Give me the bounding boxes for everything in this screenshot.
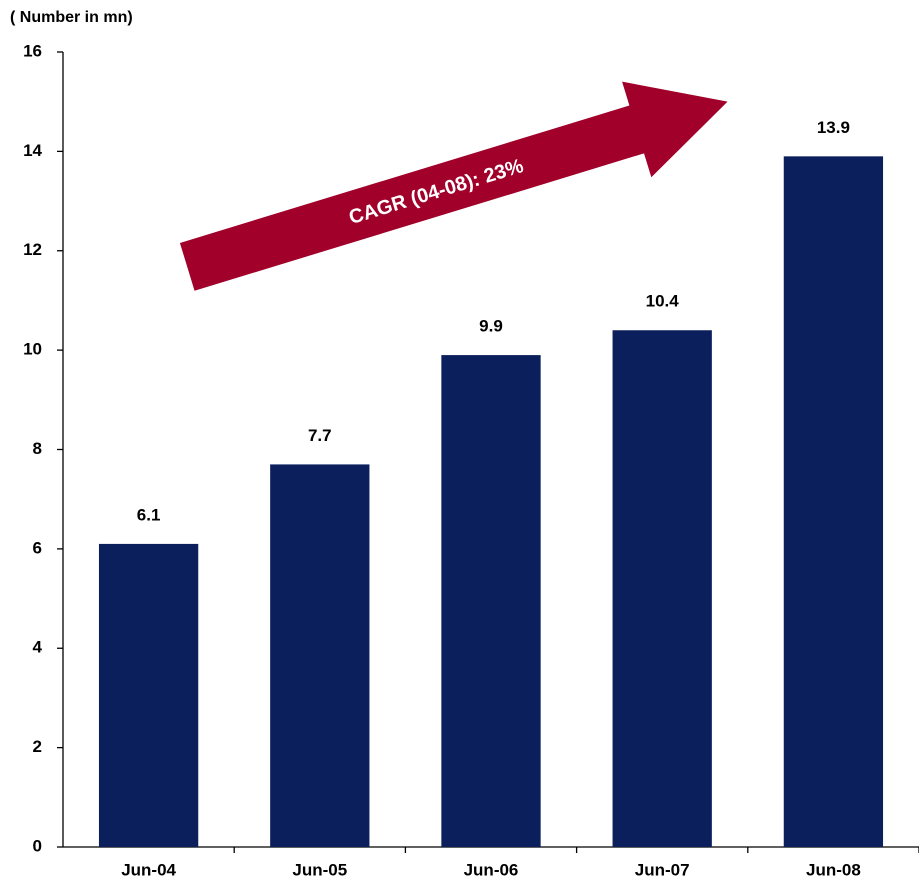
y-tick-label: 2 [33, 737, 42, 756]
x-tick-label: Jun-07 [635, 860, 690, 879]
x-tick-label: Jun-06 [464, 860, 519, 879]
axis-label: ( Number in mn) [10, 9, 133, 26]
y-tick-label: 6 [33, 538, 42, 557]
y-tick-label: 14 [23, 141, 42, 160]
cagr-arrow: CAGR (04-08): 23% [179, 81, 728, 291]
x-tick-label: Jun-08 [806, 860, 861, 879]
y-tick-label: 4 [33, 638, 43, 657]
y-tick-label: 8 [33, 439, 42, 458]
bar [783, 156, 884, 847]
x-tick-label: Jun-05 [292, 860, 347, 879]
y-tick-label: 0 [33, 836, 42, 855]
y-tick-label: 16 [23, 41, 42, 60]
y-tick-label: 10 [23, 340, 42, 359]
value-label: 7.7 [308, 426, 332, 445]
bar [270, 464, 370, 847]
bar [98, 543, 199, 847]
value-label: 10.4 [646, 292, 680, 311]
value-label: 6.1 [137, 505, 161, 524]
bar [612, 330, 712, 847]
value-label: 13.9 [817, 118, 850, 137]
x-tick-label: Jun-04 [121, 860, 176, 879]
value-label: 9.9 [479, 317, 503, 336]
y-tick-label: 12 [23, 240, 42, 259]
arrow-shape [179, 81, 728, 291]
bar [441, 355, 541, 847]
